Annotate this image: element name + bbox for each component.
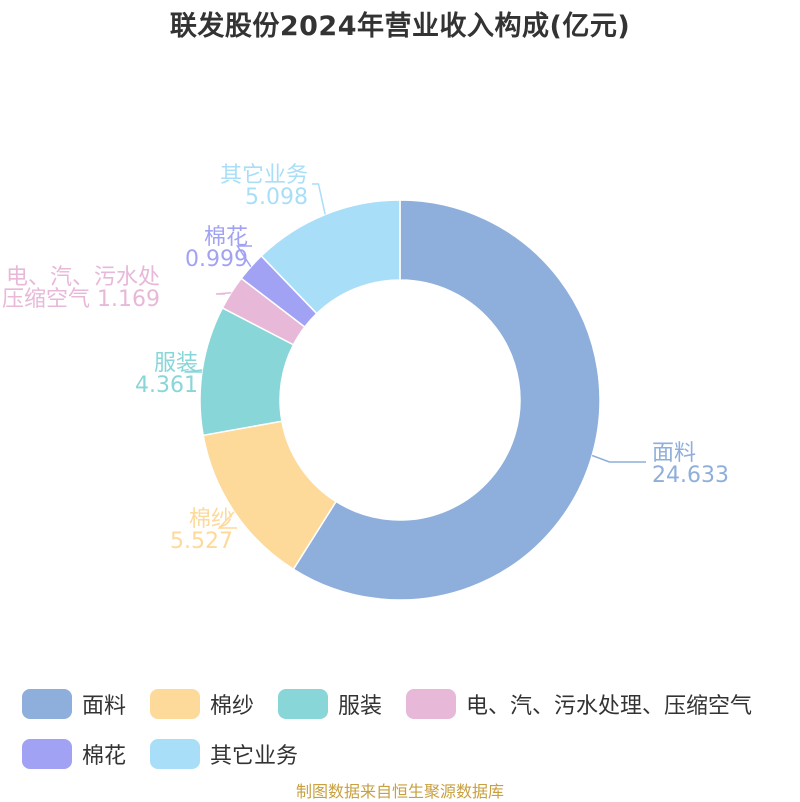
slice-value: 0.999 (185, 247, 248, 272)
slice-label: 棉纱 (189, 507, 233, 532)
legend-label: 电、汽、污水处理、压缩空气 (466, 694, 753, 719)
leader-line (184, 369, 203, 373)
legend-item-utilities[interactable]: 电、汽、污水处理、压缩空气 (406, 688, 752, 720)
legend-label: 服装 (338, 694, 383, 719)
legend-label: 面料 (82, 694, 127, 719)
slice-value: 5.098 (245, 185, 308, 210)
legend-swatch (22, 689, 72, 719)
slice-value: 5.527 (170, 529, 233, 554)
leader-line (312, 183, 326, 215)
leader-line (236, 245, 252, 268)
legend-swatch (150, 739, 200, 769)
slice-label: 其它业务 (220, 163, 308, 188)
donut-slice[interactable] (260, 199, 401, 315)
slice-label: 电、汽、污水处 (6, 265, 160, 290)
slice-label: 面料 (652, 441, 696, 466)
legend-item-fuzhuang[interactable]: 服装 (278, 688, 382, 720)
source-note: 制图数据来自恒生聚源数据库 (295, 782, 504, 801)
legend-swatch (150, 689, 200, 719)
legend-swatch (406, 689, 456, 719)
legend-label: 其它业务 (210, 744, 299, 769)
legend-item-mianliao[interactable]: 面料 (22, 688, 126, 720)
leader-line (217, 511, 237, 529)
slice-label: 棉花 (204, 225, 248, 250)
leader-line (591, 454, 646, 463)
slice-label: 服装 (154, 351, 198, 376)
chart-title: 联发股份2024年营业收入构成(亿元) (169, 11, 631, 42)
donut-slice[interactable] (292, 199, 601, 601)
slice-value: 压缩空气 1.169 (2, 287, 160, 312)
slice-value: 4.361 (135, 373, 198, 398)
legend-label: 棉纱 (210, 694, 255, 719)
legend-label: 棉花 (82, 744, 127, 769)
legend-swatch (22, 739, 72, 769)
slice-value: 24.633 (652, 463, 729, 488)
legend-item-other[interactable]: 其它业务 (150, 738, 298, 770)
legend-swatch (278, 689, 328, 719)
leader-line (215, 291, 232, 295)
legend-item-miansha[interactable]: 棉纱 (150, 688, 254, 720)
legend-item-mianhua[interactable]: 棉花 (22, 738, 126, 770)
